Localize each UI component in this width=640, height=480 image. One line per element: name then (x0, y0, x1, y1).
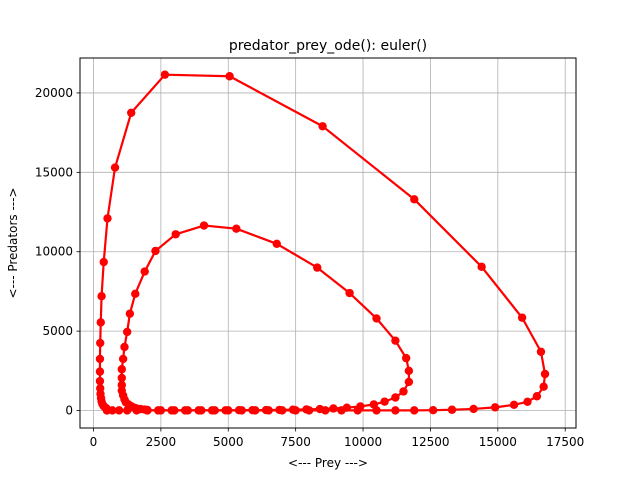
data-point (122, 406, 132, 415)
data-point (224, 406, 233, 415)
data-point (197, 406, 206, 415)
plot-frame (79, 57, 577, 429)
x-tick-label: 2500 (146, 435, 177, 449)
x-tick-label: 17500 (546, 435, 584, 449)
data-point (469, 404, 478, 414)
data-point (391, 393, 400, 402)
series-group (95, 70, 550, 415)
data-point (210, 406, 219, 415)
data-point (539, 382, 548, 391)
data-point (345, 288, 354, 298)
data-point (156, 406, 166, 415)
data-point (313, 263, 322, 272)
data-point (401, 353, 411, 363)
data-point (127, 108, 136, 117)
data-point (143, 406, 152, 415)
y-axis-label: <--- Predators ---> (6, 188, 20, 299)
data-point (122, 327, 132, 337)
data-point (103, 214, 112, 223)
data-point (372, 406, 381, 415)
data-point (251, 406, 260, 415)
data-point (509, 400, 519, 410)
data-point (183, 406, 193, 415)
data-point (114, 406, 124, 415)
data-point (490, 403, 500, 412)
data-point (225, 72, 234, 81)
y-tick-label: 10000 (35, 245, 73, 259)
data-point (140, 267, 149, 276)
data-point (110, 163, 120, 172)
data-point (99, 257, 108, 267)
x-tick-label: 12500 (411, 435, 449, 449)
y-tick-label: 0 (65, 404, 73, 418)
data-point (272, 239, 281, 248)
x-tick-label: 5000 (213, 435, 244, 449)
data-point (391, 406, 400, 415)
data-point (102, 406, 112, 415)
data-point (264, 406, 273, 415)
data-point (151, 246, 160, 256)
data-point (428, 406, 438, 415)
data-point (380, 397, 389, 406)
data-point (120, 342, 129, 352)
data-point (477, 262, 486, 272)
y-tick-label: 20000 (35, 86, 73, 100)
data-point (117, 373, 126, 383)
data-point (337, 406, 346, 415)
data-point (277, 406, 287, 415)
data-point (353, 406, 362, 415)
data-point (95, 367, 105, 376)
data-point (95, 354, 105, 364)
data-point (96, 338, 105, 348)
data-point (532, 392, 542, 401)
chart-title: predator_prey_ode(): euler() (229, 38, 427, 54)
x-tick-label: 10000 (344, 435, 382, 449)
data-point (291, 406, 300, 415)
data-point (536, 347, 546, 356)
data-point (131, 289, 140, 299)
x-axis-label: <--- Prey ---> (288, 456, 368, 470)
x-tick-label: 0 (90, 435, 98, 449)
data-point (404, 366, 414, 376)
data-point (399, 387, 408, 396)
x-tick-label: 15000 (479, 435, 517, 449)
x-tick-label: 7500 (280, 435, 311, 449)
data-point (118, 354, 128, 364)
series-2 (95, 70, 550, 415)
data-point (232, 224, 241, 233)
y-axis: 0 5000 10000 15000 20000 (35, 86, 80, 418)
data-point (199, 221, 209, 230)
data-point (517, 313, 527, 322)
data-point (125, 309, 135, 318)
data-point (160, 70, 170, 79)
data-point (96, 318, 105, 327)
data-point (540, 369, 550, 379)
data-point (410, 195, 419, 204)
data-point (132, 406, 141, 415)
data-point (95, 376, 105, 386)
data-point (404, 377, 414, 387)
data-point (170, 406, 179, 415)
data-point (321, 406, 330, 415)
data-point (523, 397, 532, 406)
data-point (318, 122, 327, 131)
data-point (391, 336, 400, 345)
y-tick-label: 5000 (42, 324, 73, 338)
data-point (117, 365, 126, 374)
data-point (171, 230, 180, 239)
data-point (447, 405, 457, 414)
data-point (410, 406, 419, 415)
data-point (372, 314, 381, 323)
data-point (304, 406, 314, 415)
y-tick-label: 15000 (35, 165, 73, 179)
data-point (97, 292, 106, 301)
x-axis: 0 2500 5000 7500 10000 12500 15000 17500 (90, 428, 584, 449)
data-point (237, 406, 246, 415)
